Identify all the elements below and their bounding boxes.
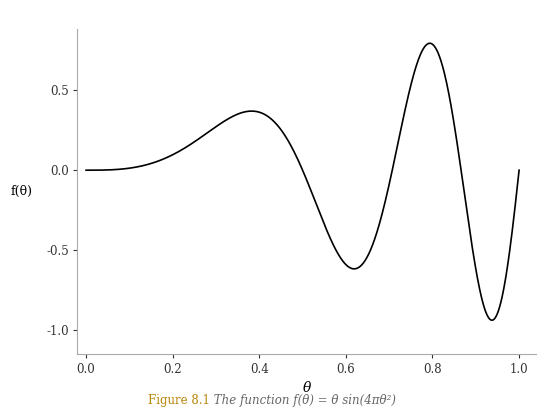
Text: Figure 8.1: Figure 8.1	[148, 394, 210, 407]
X-axis label: θ: θ	[302, 381, 311, 395]
Y-axis label: f(θ): f(θ)	[11, 185, 32, 198]
Text: The function f(θ) = θ sin(4πθ²): The function f(θ) = θ sin(4πθ²)	[210, 394, 396, 407]
